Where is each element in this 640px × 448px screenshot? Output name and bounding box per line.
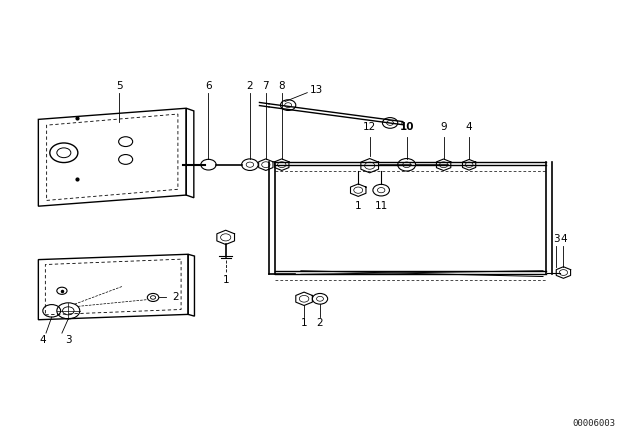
Text: 1: 1	[301, 318, 307, 328]
Text: 4: 4	[560, 234, 567, 244]
Text: 2: 2	[317, 318, 323, 328]
Text: 2: 2	[172, 293, 179, 302]
Text: 4: 4	[40, 335, 46, 345]
Text: 6: 6	[205, 81, 212, 91]
Text: 10: 10	[399, 122, 414, 133]
Text: 4: 4	[466, 122, 472, 133]
Text: 8: 8	[278, 81, 285, 91]
Text: 13: 13	[310, 86, 323, 95]
Text: 5: 5	[116, 81, 123, 91]
Text: 3: 3	[66, 335, 72, 345]
Text: 2: 2	[246, 81, 253, 91]
Text: 00006003: 00006003	[573, 419, 616, 428]
Text: 1: 1	[355, 201, 362, 211]
Text: 1: 1	[222, 275, 229, 284]
Text: 3: 3	[553, 234, 560, 244]
Text: 7: 7	[262, 81, 269, 91]
Text: 11: 11	[374, 201, 388, 211]
Text: 9: 9	[440, 122, 447, 133]
Text: 12: 12	[363, 122, 376, 133]
